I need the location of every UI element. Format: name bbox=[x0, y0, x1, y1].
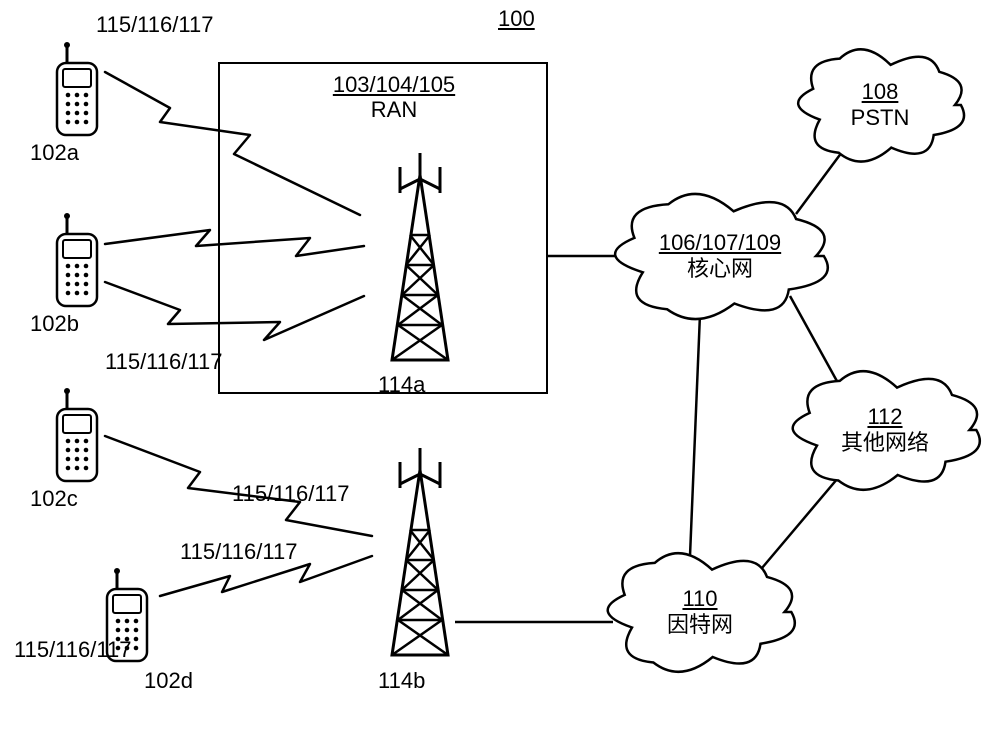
cloud-label-pstn: 108PSTN bbox=[800, 79, 960, 132]
radio-link-label-102d-2: 115/116/117 bbox=[14, 637, 131, 662]
ran-label-container: 103/104/105 RAN bbox=[304, 72, 484, 123]
ran-ref: 103/104/105 bbox=[333, 72, 455, 97]
phone-label-102d: 102d bbox=[144, 668, 193, 693]
link-core-inet bbox=[690, 314, 700, 556]
diagram-stage: { "colors": { "stroke": "#000000", "fill… bbox=[0, 0, 1000, 733]
radio-link-label-102b: 115/116/117 bbox=[105, 349, 222, 374]
phone-icon-102a bbox=[57, 42, 97, 135]
radio-link-label-102a: 115/116/117 bbox=[96, 12, 213, 37]
cloud-label-core: 106/107/109核心网 bbox=[640, 230, 800, 283]
phone-icon-102b bbox=[57, 213, 97, 306]
radio-link-label-102c: 115/116/117 bbox=[232, 481, 349, 506]
link-core-other bbox=[790, 296, 838, 383]
tower-icon-114b bbox=[392, 448, 448, 655]
link-other-inet bbox=[762, 478, 838, 568]
radio-link-label-102d: 115/116/117 bbox=[180, 539, 297, 564]
phone-label-102a: 102a bbox=[30, 140, 79, 165]
phone-label-102c: 102c bbox=[30, 486, 78, 511]
cloud-label-inet: 110因特网 bbox=[620, 586, 780, 639]
cloud-label-other: 112其他网络 bbox=[805, 404, 965, 457]
phone-icon-102c bbox=[57, 388, 97, 481]
tower-label-114a: 114a bbox=[378, 372, 425, 397]
tower-label-114b: 114b bbox=[378, 668, 425, 693]
ran-name: RAN bbox=[371, 97, 417, 122]
phone-label-102b: 102b bbox=[30, 311, 79, 336]
figure-id-label: 100 bbox=[498, 6, 535, 31]
link-core-pstn bbox=[796, 152, 842, 214]
